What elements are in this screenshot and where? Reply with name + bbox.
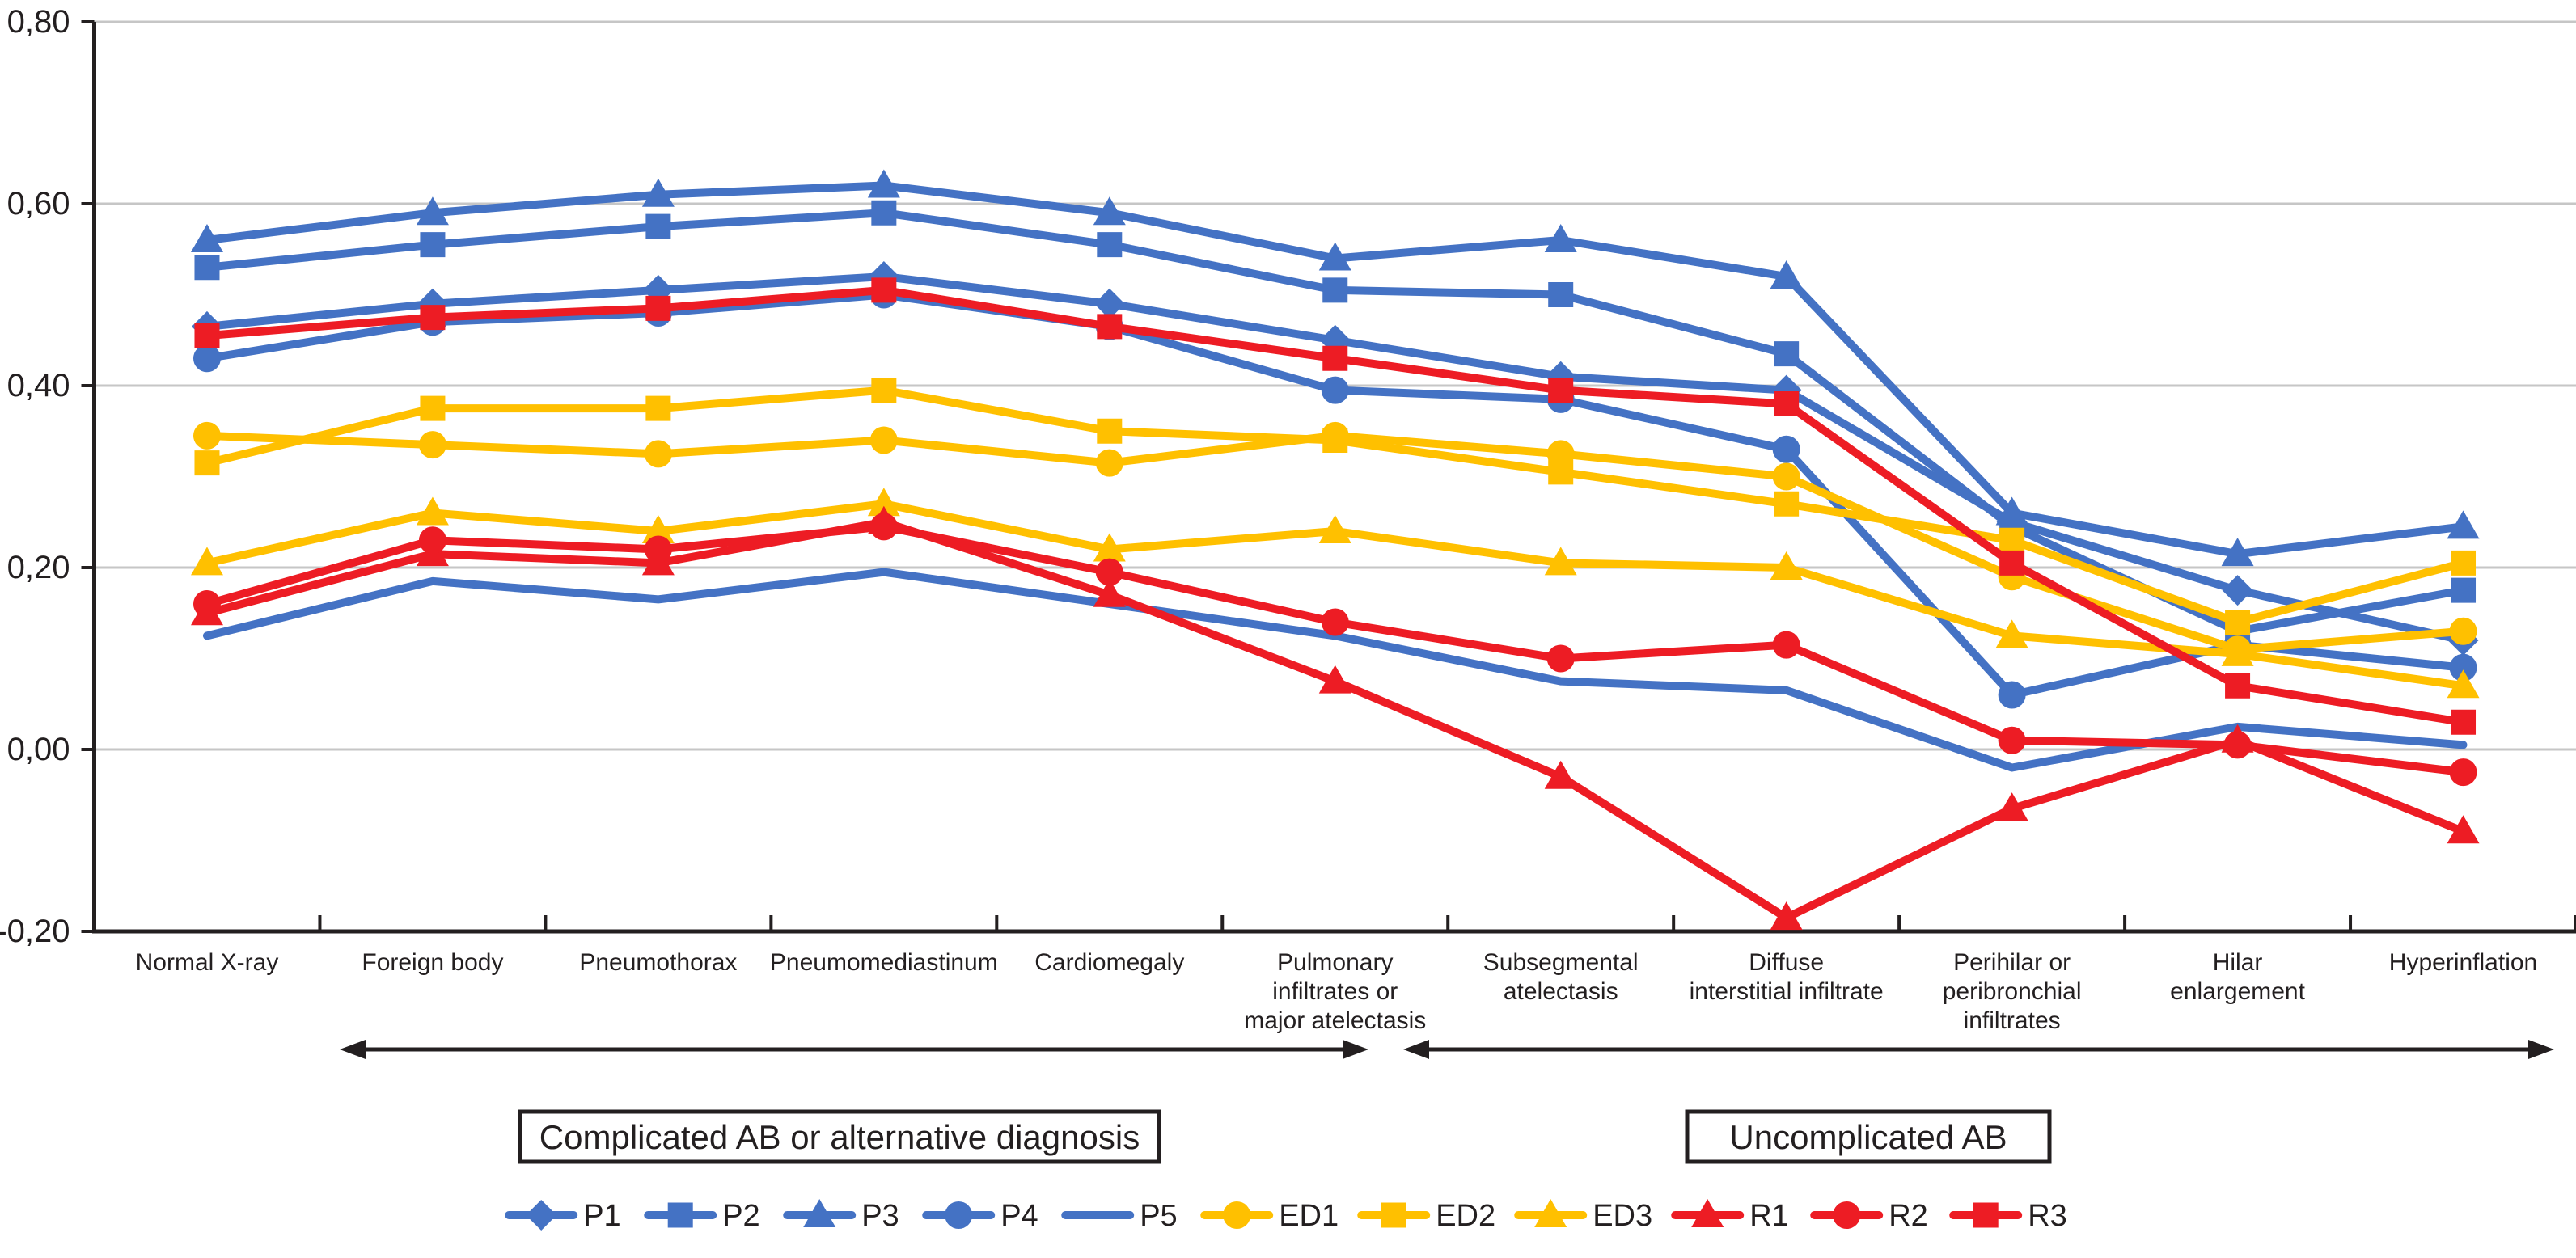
group-box-label: Complicated AB or alternative diagnosis <box>539 1118 1140 1156</box>
x-category-label: Diffuse interstitial infiltrate <box>1690 949 1884 1005</box>
legend-label: R3 <box>2028 1199 2067 1233</box>
legend-item-ED3: ED3 <box>1514 1199 1652 1233</box>
legend-item-P1: P1 <box>505 1199 621 1233</box>
y-tick-label: 0,40 <box>7 368 70 403</box>
legend-item-ED1: ED1 <box>1200 1199 1339 1233</box>
x-category-label: Normal X-ray <box>136 949 279 976</box>
legend-label: R2 <box>1889 1199 1928 1233</box>
series-ED3 <box>190 488 2480 699</box>
y-axis-tick-labels: 0,80 0,60 0,40 0,20 0,00 -0,20 <box>0 4 70 949</box>
x-axis-ticks <box>92 915 2576 931</box>
legend-label: P5 <box>1140 1199 1177 1233</box>
legend-label: P3 <box>861 1199 899 1233</box>
group-label-boxes: Complicated AB or alternative diagnosis U… <box>518 1109 2052 1164</box>
series-P3 <box>190 169 2480 567</box>
x-category-label: Subsegmental atelectasis <box>1483 949 1639 1005</box>
legend-label: P2 <box>722 1199 759 1233</box>
x-category-label: Pneumomediastinum <box>770 949 998 976</box>
y-tick-label: 0,60 <box>7 186 70 222</box>
series-ED2 <box>194 378 2477 635</box>
uncomplicated-label-box: Uncomplicated AB <box>1685 1109 2052 1164</box>
y-tick-label: 0,80 <box>7 4 70 40</box>
x-category-label: Pulmonary infiltrates or major atelectasis <box>1244 949 1426 1034</box>
series-R3 <box>194 277 2477 735</box>
y-tick-label: -0,20 <box>0 914 70 949</box>
series-R2 <box>192 513 2477 787</box>
legend-label: ED2 <box>1436 1199 1495 1233</box>
legend-label: P1 <box>583 1199 620 1233</box>
x-category-label: Foreign body <box>362 949 503 976</box>
y-tick-label: 0,00 <box>7 732 70 767</box>
complicated-label-box: Complicated AB or alternative diagnosis <box>518 1109 1161 1164</box>
x-category-label: Cardiomegaly <box>1034 949 1184 976</box>
x-category-label: Hyperinflation <box>2389 949 2537 976</box>
group-span-arrows <box>340 1040 2554 1059</box>
x-category-label: Pneumothorax <box>579 949 737 976</box>
legend-item-R3: R3 <box>1949 1199 2067 1233</box>
y-axis-ticks <box>81 20 95 933</box>
legend-item-P3: P3 <box>783 1199 899 1233</box>
legend-label: ED3 <box>1593 1199 1652 1233</box>
legend-item-P5: P5 <box>1061 1199 1178 1233</box>
group-box-label: Uncomplicated AB <box>1729 1118 2007 1156</box>
data-series <box>190 169 2480 931</box>
complicated-span-arrow <box>340 1040 1368 1059</box>
legend-label: P4 <box>1000 1199 1038 1233</box>
legend: P1 P2 P3 P4 P5 ED1 ED2 ED3 R1 R2 R3 <box>505 1199 2067 1233</box>
legend-item-P2: P2 <box>644 1199 760 1233</box>
y-tick-label: 0,20 <box>7 550 70 585</box>
x-category-label: Perihilar or peribronchial infiltrates <box>1943 949 2082 1034</box>
uncomplicated-span-arrow <box>1403 1040 2554 1059</box>
legend-item-R1: R1 <box>1671 1199 1789 1233</box>
legend-item-P4: P4 <box>922 1199 1038 1233</box>
legend-label: R1 <box>1749 1199 1789 1233</box>
legend-item-R2: R2 <box>1810 1199 1928 1233</box>
legend-item-ED2: ED2 <box>1357 1199 1495 1233</box>
x-category-label: Hilar enlargement <box>2170 949 2305 1005</box>
series-R1 <box>190 505 2480 931</box>
legend-label: ED1 <box>1279 1199 1339 1233</box>
axes <box>92 22 2576 934</box>
x-axis-category-labels: Normal X-ray Foreign body Pneumothorax Pneu… <box>136 949 2538 1034</box>
